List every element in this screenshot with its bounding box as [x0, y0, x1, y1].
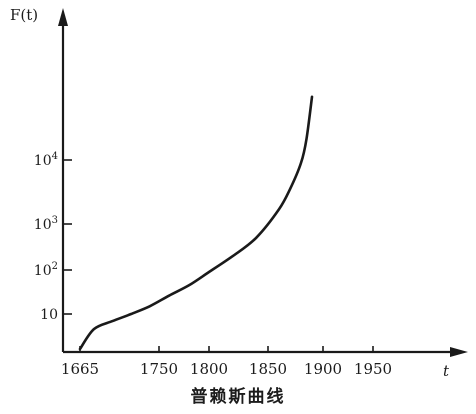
y-tick-label: 102: [34, 261, 58, 279]
y-tick-label: 104: [34, 151, 58, 169]
x-axis-arrow: [450, 347, 468, 357]
x-tick-label: 1850: [249, 360, 287, 378]
y-axis-label: F(t): [10, 6, 38, 24]
chart-title: 普赖斯曲线: [191, 386, 286, 407]
x-ticks: 1665 1750 1800 1850 1900 1950: [61, 346, 392, 378]
price-curve-line: [78, 95, 314, 351]
x-axis-label: t: [443, 362, 450, 380]
x-tick-label: 1900: [304, 360, 342, 378]
y-axis-arrow: [58, 8, 68, 26]
x-tick-label: 1950: [354, 360, 392, 378]
y-tick-label: 103: [34, 215, 58, 233]
y-ticks: 10 102 103 104: [34, 151, 72, 323]
x-tick-label: 1665: [61, 360, 99, 378]
x-tick-label: 1800: [190, 360, 228, 378]
x-tick-label: 1750: [140, 360, 178, 378]
y-tick-label: 10: [40, 307, 58, 323]
